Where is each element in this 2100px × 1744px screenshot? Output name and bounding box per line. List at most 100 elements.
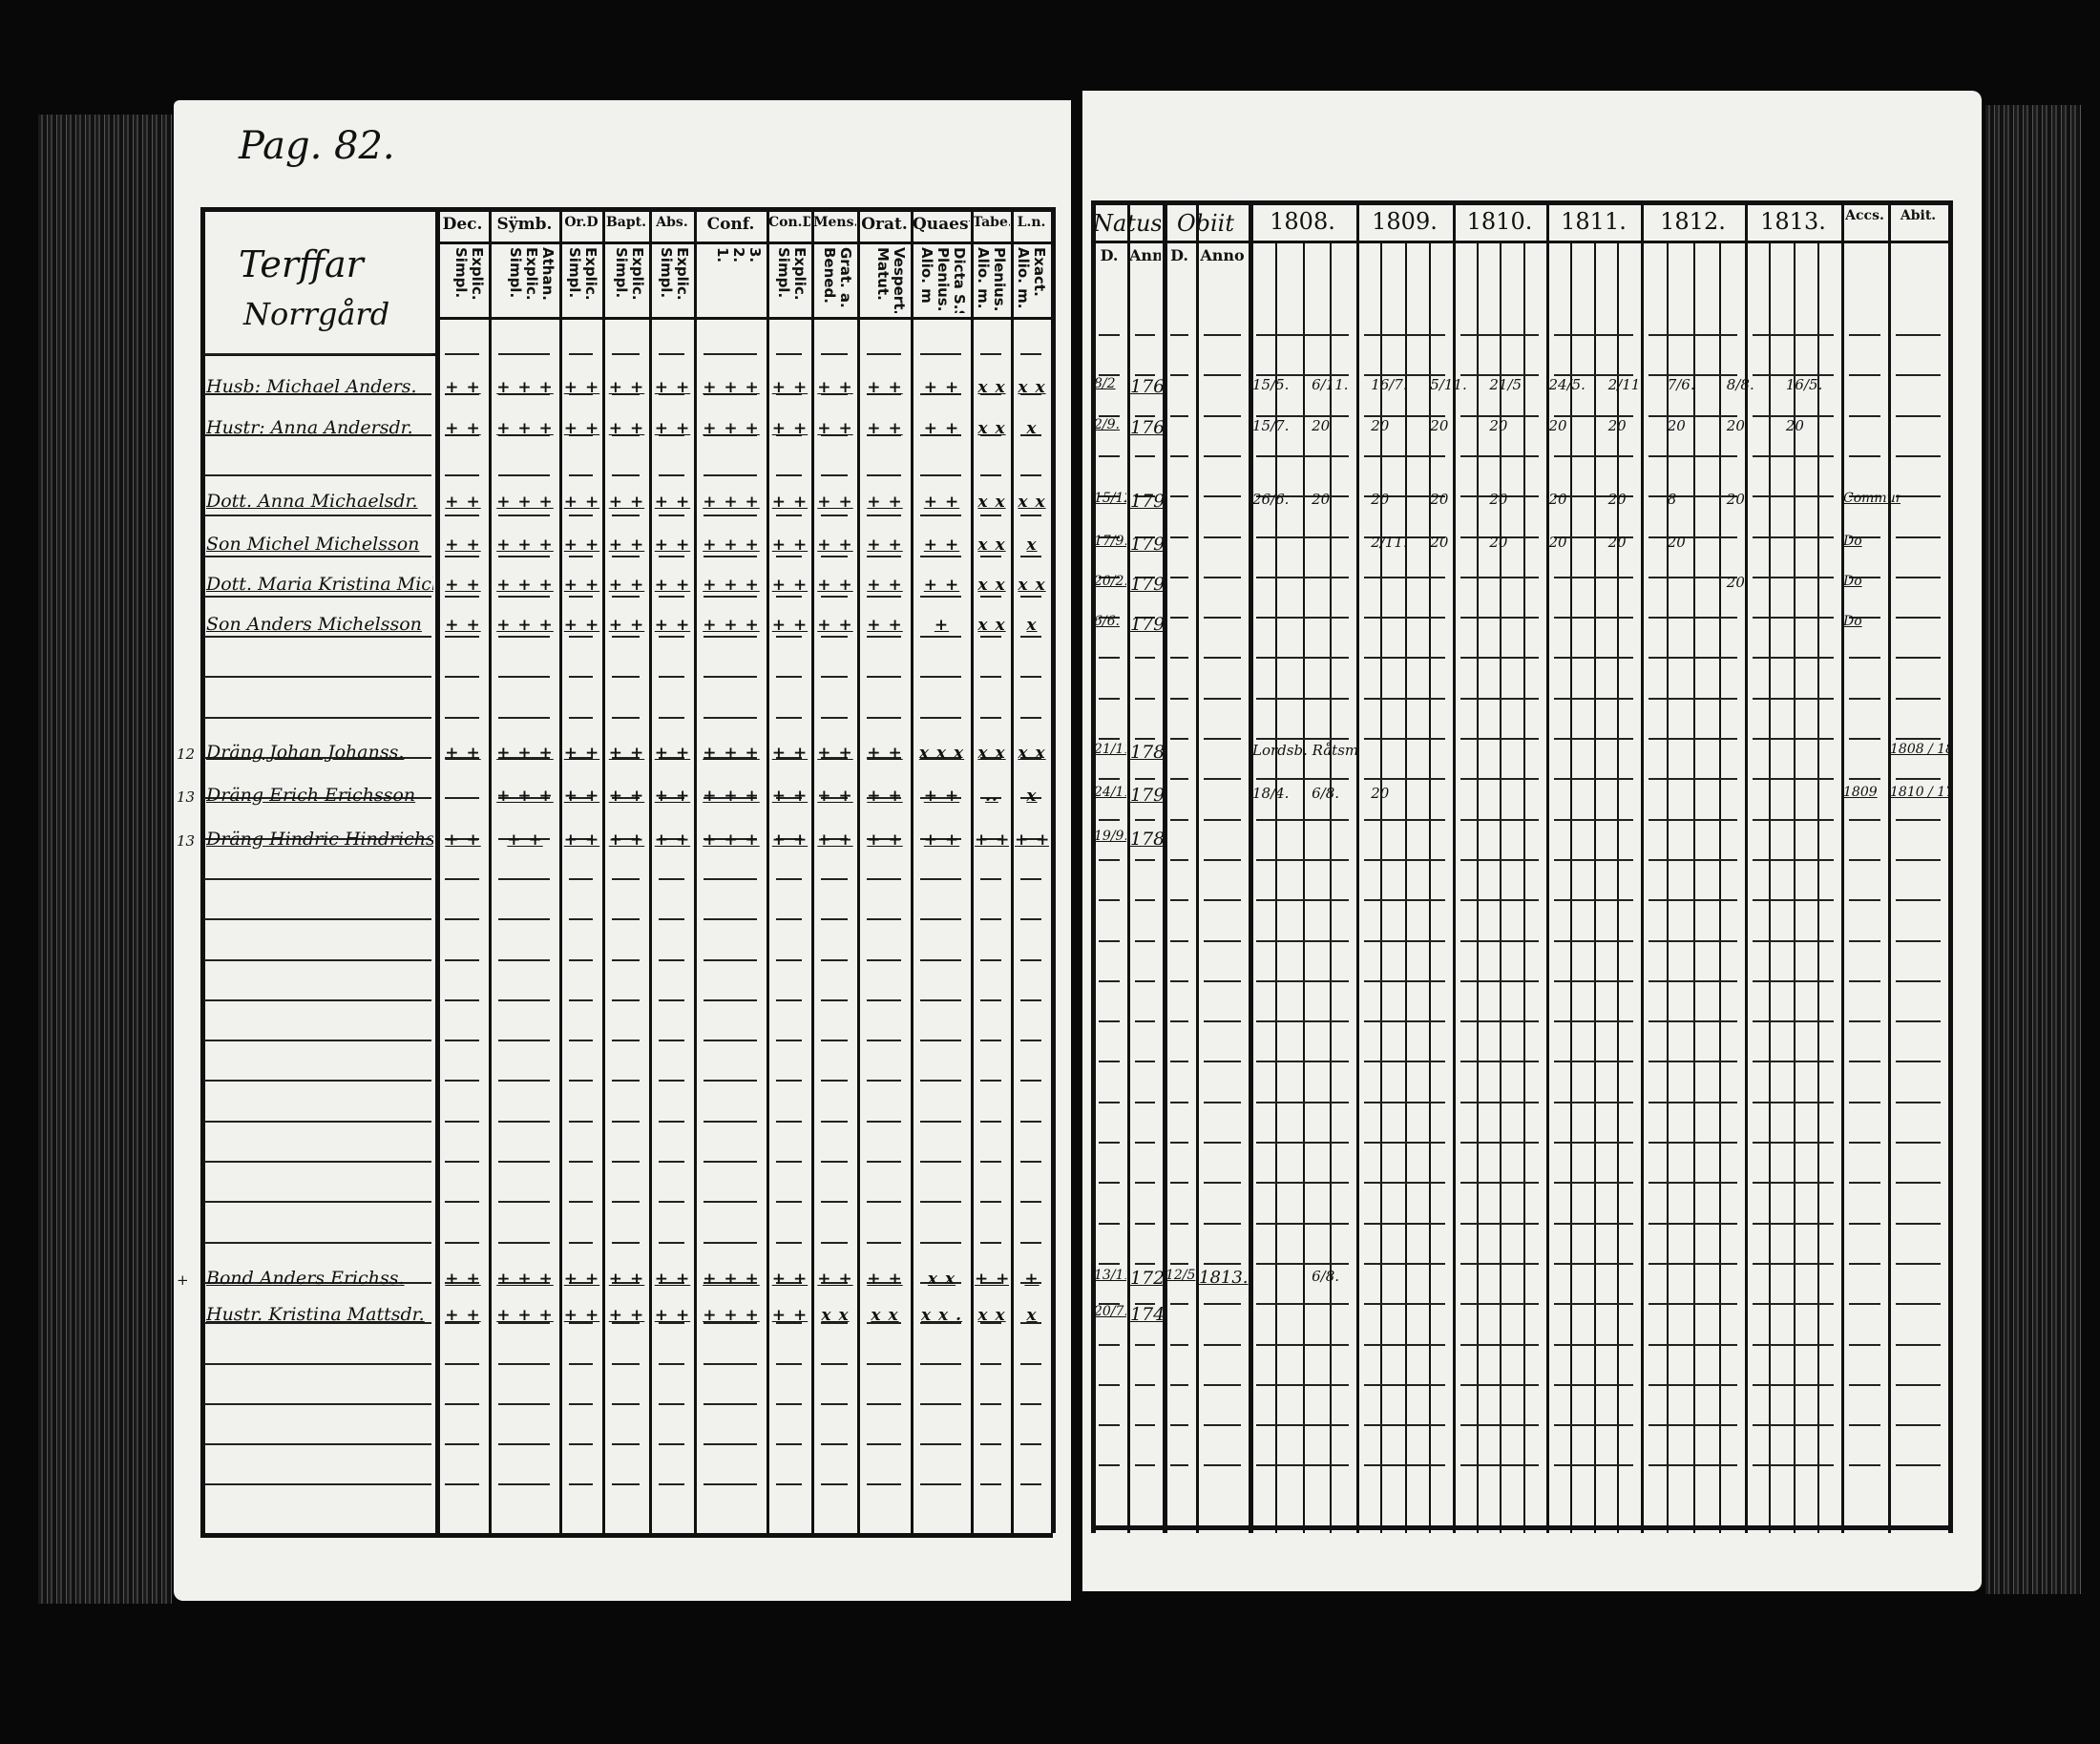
row-rule <box>204 595 431 598</box>
row-rule <box>612 515 640 517</box>
row-rule <box>1753 738 1834 740</box>
catechism-mark: + + <box>563 378 600 397</box>
row-rule <box>821 555 848 557</box>
column-sub-label: Plenius. Alio. m. <box>975 247 1007 312</box>
row-rule <box>704 1443 757 1446</box>
row-rule <box>1135 939 1155 942</box>
column-subheader-obiit_anno: Anno <box>1200 246 1245 264</box>
row-rule <box>1099 334 1120 336</box>
row-rule <box>659 1040 684 1042</box>
catechism-mark: x <box>1026 787 1038 806</box>
row-rule <box>1135 818 1155 821</box>
row-rule <box>1135 1464 1155 1467</box>
row-rule <box>659 1201 684 1204</box>
row-rule <box>1364 778 1445 781</box>
row-rule <box>1554 1343 1633 1346</box>
row-rule <box>612 1362 640 1365</box>
row-rule <box>776 353 802 355</box>
row-rule <box>1020 433 1041 436</box>
row-rule <box>1204 1142 1241 1144</box>
row-rule <box>867 918 901 921</box>
row-rule <box>704 393 757 396</box>
year-note: 20 <box>1371 785 1390 802</box>
cell-accs: Do <box>1843 574 1862 589</box>
catechism-mark: + + <box>608 744 645 763</box>
row-rule <box>867 1241 901 1244</box>
cell-natus-d: 17/9. <box>1094 534 1126 549</box>
row-rule <box>1135 1424 1155 1427</box>
row-rule <box>704 676 757 679</box>
cell-natus-anno: 1793. <box>1130 534 1165 555</box>
catechism-mark: + + <box>817 536 853 555</box>
row-rule <box>867 1443 901 1446</box>
row-rule <box>1256 617 1349 620</box>
catechism-mark: + + <box>975 830 1009 850</box>
row-rule <box>1204 1303 1241 1306</box>
row-rule <box>1849 1101 1880 1103</box>
row-rule <box>920 918 961 921</box>
row-rule <box>1753 818 1834 821</box>
row-rule <box>776 1080 802 1082</box>
catechism-mark: + + <box>654 787 691 806</box>
row-rule <box>659 1080 684 1082</box>
row-rule <box>821 958 848 961</box>
row-rule <box>1099 1182 1120 1185</box>
year-note: 16/7. <box>1371 376 1408 393</box>
row-rule <box>1460 1383 1539 1386</box>
row-rule <box>1364 899 1445 902</box>
catechism-mark: + + + <box>703 419 760 438</box>
row-margin-number: 13 <box>177 832 196 850</box>
row-rule <box>920 1483 961 1486</box>
row-rule <box>1648 1383 1737 1386</box>
year-note: 20 <box>1312 491 1331 508</box>
row-rule <box>776 676 802 679</box>
row-rule <box>1204 1424 1241 1427</box>
row-rule <box>1554 1222 1633 1225</box>
row-rule <box>704 353 757 355</box>
table-column-line <box>1841 200 1844 1533</box>
row-rule <box>776 877 802 880</box>
row-rule <box>867 636 901 639</box>
column-header-obiit: Obiit <box>1176 210 1235 237</box>
book-edge-left <box>38 115 172 1604</box>
row-rule <box>659 1322 684 1325</box>
row-rule <box>1554 495 1633 498</box>
row-rule <box>445 595 479 598</box>
catechism-mark: + + <box>817 493 853 512</box>
row-rule <box>821 1402 848 1405</box>
row-rule <box>204 1161 431 1163</box>
row-rule <box>1896 1061 1941 1063</box>
row-rule <box>1753 1383 1834 1386</box>
row-rule <box>1099 858 1120 861</box>
row-rule <box>1170 979 1188 982</box>
row-rule <box>204 433 431 436</box>
column-header-label: Conf. <box>706 215 755 234</box>
person-name: Dott. Maria Kristina Michels. <box>206 574 433 595</box>
row-rule <box>1849 778 1880 781</box>
row-rule <box>1256 1343 1349 1346</box>
cell-natus-d: 20/2. <box>1094 574 1126 589</box>
row-rule <box>867 716 901 719</box>
row-rule <box>659 1402 684 1405</box>
row-rule <box>445 433 479 436</box>
row-rule <box>1135 334 1155 336</box>
row-rule <box>1099 495 1120 498</box>
year-subcolumn-line <box>1718 241 1721 1533</box>
row-rule <box>704 1362 757 1365</box>
catechism-mark: + + + <box>496 1306 554 1325</box>
catechism-mark: + + <box>654 536 691 555</box>
table-column-line <box>489 207 492 1533</box>
row-rule <box>1460 495 1539 498</box>
row-rule <box>1256 1383 1349 1386</box>
cell-natus-d: 13/11. <box>1094 1268 1126 1283</box>
catechism-mark: x x <box>977 493 1006 512</box>
row-rule <box>1170 697 1188 700</box>
row-rule <box>920 636 961 639</box>
year-note: 20 <box>1430 534 1449 551</box>
row-rule <box>498 473 550 476</box>
row-rule <box>204 1362 431 1365</box>
row-rule <box>704 1241 757 1244</box>
row-rule <box>1460 454 1539 457</box>
row-rule <box>498 1080 550 1082</box>
row-rule <box>980 1443 1001 1446</box>
